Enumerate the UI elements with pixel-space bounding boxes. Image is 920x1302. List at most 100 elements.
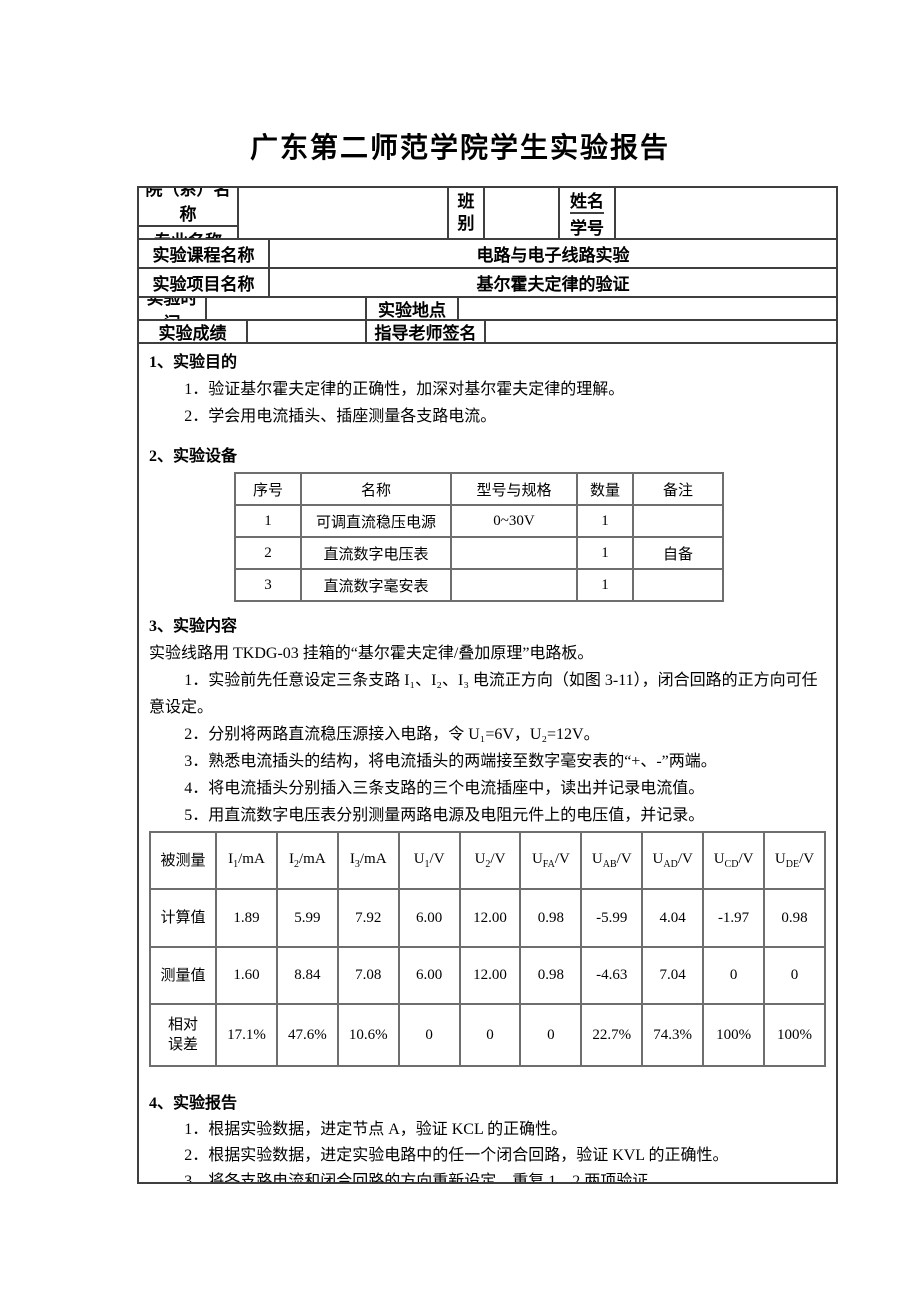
content-step: 2．分别将两路直流稳压源接入电路，令 U₁=6V，U₂=12V。 [184,726,600,743]
project-label-cell: 实验项目名称 [139,269,270,296]
report-item: 2．根据实验数据，进定实验电路中的任一个闭合回路，验证 KVL 的正确性。 [184,1147,729,1164]
m-cell: 1.60 [215,946,278,1005]
eq-cell [450,568,578,602]
m-cell: 0.98 [519,946,583,1005]
measurement-row-measured: 测量值 1.60 8.84 7.08 6.00 12.00 0.98 -4.63… [149,946,826,1005]
report-item: 1．根据实验数据，进定节点 A，验证 KCL 的正确性。 [184,1121,568,1138]
eq-cell: 自备 [632,536,724,570]
m-cell: 17.1% [215,1003,278,1067]
m-cell: 100% [702,1003,766,1067]
course-label-cell: 实验课程名称 [139,240,270,267]
eq-cell: 0~30V [450,504,578,538]
m-cell: -1.97 [702,888,766,948]
m-row-label: 计算值 [149,888,217,948]
m-cell: 74.3% [641,1003,705,1067]
m-header-cell: UCD/V [702,831,766,890]
measurement-row-calculated: 计算值 1.89 5.99 7.92 6.00 12.00 0.98 -5.99… [149,888,826,948]
m-row-label: 测量值 [149,946,217,1005]
m-header-cell: 被测量 [149,831,217,890]
eq-cell: 可调直流稳压电源 [300,504,452,538]
content-step: 1．实验前先任意设定三条支路 I₁、I₂、I₃ 电流正方向（如图 3-11），闭… [149,672,818,716]
m-cell: 12.00 [458,888,522,948]
eq-cell [632,568,724,602]
m-header-cell: UAD/V [641,831,705,890]
measurement-row-error: 相对 误差 17.1% 47.6% 10.6% 0 0 0 22.7% 74.3%… [149,1003,826,1067]
header-row-project: 实验项目名称 基尔霍夫定律的验证 [139,269,836,298]
eq-cell: 直流数字电压表 [300,536,452,570]
m-cell: 0.98 [519,888,583,948]
equipment-heading: 2、实验设备 [149,448,238,465]
content-step: 3．熟悉电流插头的结构，将电流插头的两端接至数字毫安表的“+、-”两端。 [184,753,717,770]
report-form-table: 院（系）名称 专业名称 班别 姓名 学号 实验课程名称 电路与电子线 [137,186,838,1184]
m-header-cell: UDE/V [763,831,826,890]
eq-cell [450,536,578,570]
header-row-identity: 院（系）名称 专业名称 班别 姓名 学号 [139,188,836,240]
m-cell: -5.99 [580,888,644,948]
m-header-cell: I2/mA [275,831,339,890]
measurement-table: 被测量 I1/mA I2/mA I3/mA U1/V U2/V UFA/V UA… [149,831,826,1067]
eq-cell: 1 [576,568,634,602]
m-cell: 0 [397,1003,461,1067]
major-label-cell: 专业名称 [154,227,222,239]
m-cell: 1.89 [215,888,278,948]
section-content: 3、实验内容 实验线路用 TKDG-03 挂箱的“基尔霍夫定律/叠加原理”电路板… [149,614,826,829]
equipment-row: 3 直流数字毫安表 1 [234,568,724,602]
m-cell: 0.98 [763,888,826,948]
course-value-cell: 电路与电子线路实验 [476,246,630,265]
m-cell: -4.63 [580,946,644,1005]
content-step: 5．用直流数字电压表分别测量两路电源及电阻元件上的电压值，并记录。 [184,807,705,824]
header-row-time-place: 实验时间 实验地点 [139,298,836,321]
m-cell: 0 [458,1003,522,1067]
dept-label-cell: 院（系）名称 [139,188,237,227]
score-value-cell [248,321,367,342]
m-cell: 6.00 [397,946,461,1005]
m-cell: 4.04 [641,888,705,948]
eq-cell: 1 [576,504,634,538]
m-header-cell: I3/mA [336,831,400,890]
eq-header-cell: 数量 [576,472,634,506]
equipment-row: 2 直流数字电压表 1 自备 [234,536,724,570]
m-header-cell: I1/mA [215,831,278,890]
m-header-cell: U1/V [397,831,461,890]
m-cell: 0 [763,946,826,1005]
report-heading: 4、实验报告 [149,1095,238,1112]
m-cell: 0 [702,946,766,1005]
content-heading: 3、实验内容 [149,618,238,635]
purpose-heading: 1、实验目的 [149,354,238,371]
purpose-item: 2．学会用电流插头、插座测量各支路电流。 [184,408,497,425]
eq-cell [632,504,724,538]
page-title: 广东第二师范学院学生实验报告 [249,133,670,164]
header-row-course: 实验课程名称 电路与电子线路实验 [139,240,836,269]
section-report: 4、实验报告 1．根据实验数据，进定节点 A，验证 KCL 的正确性。 2．根据… [149,1091,826,1182]
m-header-cell: UFA/V [519,831,583,890]
eq-cell: 2 [234,536,302,570]
eq-header-cell: 名称 [300,472,452,506]
m-row-label: 相对 误差 [149,1003,217,1067]
score-label-cell: 实验成绩 [139,321,248,342]
m-cell: 47.6% [275,1003,339,1067]
m-cell: 7.04 [641,946,705,1005]
m-cell: 12.00 [458,946,522,1005]
equipment-table: 序号 名称 型号与规格 数量 备注 1 可调直流稳压电源 0~30V 1 [234,472,724,602]
eq-cell: 1 [576,536,634,570]
m-cell: 10.6% [336,1003,400,1067]
eq-header-cell: 备注 [632,472,724,506]
equipment-header-row: 序号 名称 型号与规格 数量 备注 [234,472,724,506]
report-body-cell: 1、实验目的 1．验证基尔霍夫定律的正确性，加深对基尔霍夫定律的理解。 2．学会… [139,344,836,1182]
m-cell: 22.7% [580,1003,644,1067]
eq-cell: 3 [234,568,302,602]
m-cell: 8.84 [275,946,339,1005]
time-value-cell [207,298,367,319]
class-label-cell: 班别 [449,188,485,238]
measurement-header-row: 被测量 I1/mA I2/mA I3/mA U1/V U2/V UFA/V UA… [149,831,826,890]
m-cell: 7.08 [336,946,400,1005]
name-label-cell: 姓名 [570,188,604,214]
section-purpose: 1、实验目的 1．验证基尔霍夫定律的正确性，加深对基尔霍夫定律的理解。 2．学会… [149,350,826,430]
header-row-score-teacher: 实验成绩 指导老师签名 [139,321,836,344]
eq-cell: 1 [234,504,302,538]
equipment-row: 1 可调直流稳压电源 0~30V 1 [234,504,724,538]
content-step: 4．将电流插头分别插入三条支路的三个电流插座中，读出并记录电流值。 [184,780,705,797]
content-intro: 实验线路用 TKDG-03 挂箱的“基尔霍夫定律/叠加原理”电路板。 [149,645,594,662]
m-cell: 7.92 [336,888,400,948]
